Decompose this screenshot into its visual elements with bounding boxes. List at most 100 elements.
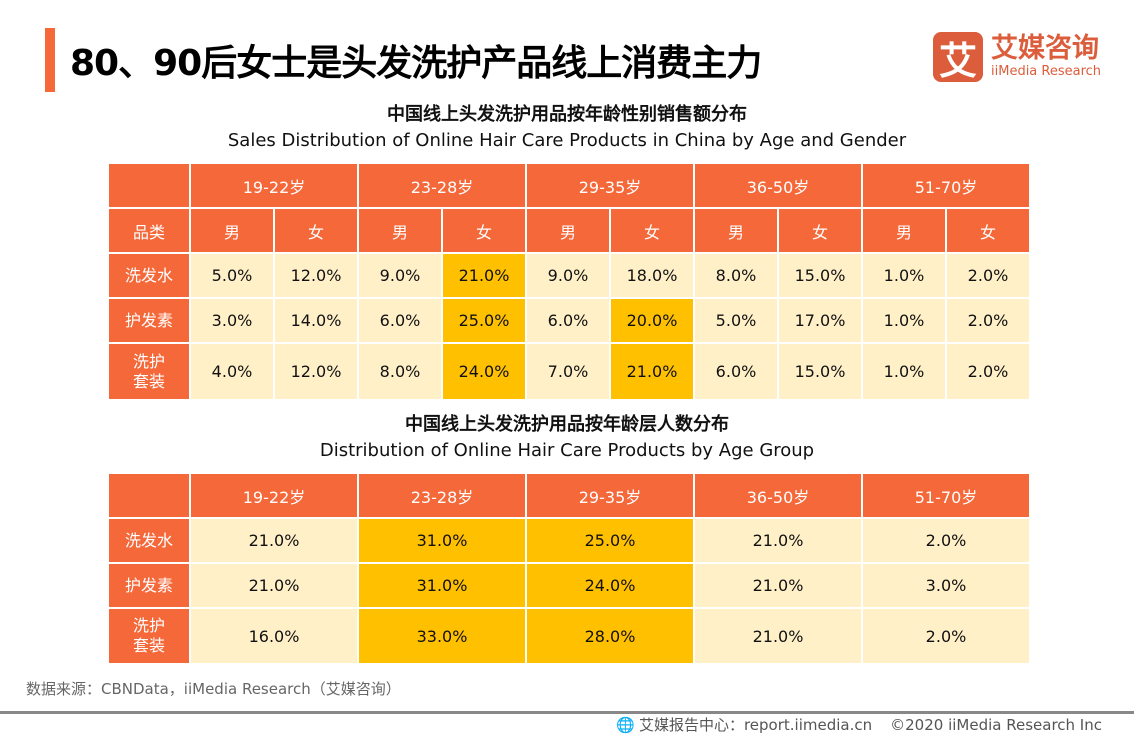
value-cell: 3.0% bbox=[189, 297, 275, 344]
table-row: 洗护 套装 16.0% 33.0% 28.0% 21.0% 2.0% bbox=[107, 607, 1031, 665]
value-cell: 16.0% bbox=[189, 607, 359, 665]
row-label: 洗护 套装 bbox=[107, 607, 191, 665]
logo-mark: 艾 bbox=[933, 32, 983, 83]
age-group-header: 19-22岁 bbox=[189, 472, 359, 519]
value-cell: 25.0% bbox=[441, 297, 527, 344]
value-cell: 2.0% bbox=[945, 342, 1031, 401]
value-cell: 6.0% bbox=[693, 342, 779, 401]
logo-cn: 艾媒咨询 bbox=[991, 33, 1099, 64]
table-row: 洗发水 21.0% 31.0% 25.0% 21.0% 2.0% bbox=[107, 517, 1031, 564]
value-cell: 8.0% bbox=[357, 342, 443, 401]
value-cell: 2.0% bbox=[861, 607, 1031, 665]
table-row: 护发素 3.0% 14.0% 6.0% 25.0% 6.0% 20.0% 5.0% 17.0% 1… bbox=[107, 297, 1031, 344]
value-cell: 12.0% bbox=[273, 342, 359, 401]
value-cell: 1.0% bbox=[861, 342, 947, 401]
value-cell: 5.0% bbox=[693, 297, 779, 344]
value-cell: 24.0% bbox=[441, 342, 527, 401]
gender-header: 男 bbox=[189, 207, 275, 254]
table2-heading: 中国线上头发洗护用品按年龄层人数分布 Distribution of Onlin… bbox=[0, 410, 1134, 461]
page-title: 80、90后女士是头发洗护产品线上消费主力 bbox=[70, 43, 762, 84]
value-cell: 17.0% bbox=[777, 297, 863, 344]
header-corner bbox=[107, 472, 191, 519]
value-cell: 21.0% bbox=[441, 252, 527, 299]
value-cell: 1.0% bbox=[861, 252, 947, 299]
age-header-row: 19-22岁 23-28岁 29-35岁 36-50岁 51-70岁 bbox=[107, 162, 1031, 209]
value-cell: 4.0% bbox=[189, 342, 275, 401]
row-label: 洗发水 bbox=[107, 252, 191, 299]
row-label: 护发素 bbox=[107, 562, 191, 609]
value-cell: 33.0% bbox=[357, 607, 527, 665]
value-cell: 5.0% bbox=[189, 252, 275, 299]
value-cell: 3.0% bbox=[861, 562, 1031, 609]
sales-table: 19-22岁 23-28岁 29-35岁 36-50岁 51-70岁 品类男女男女男女男女… bbox=[107, 162, 1031, 401]
age-group-header: 29-35岁 bbox=[525, 472, 695, 519]
age-group-header: 23-28岁 bbox=[357, 472, 527, 519]
value-cell: 21.0% bbox=[693, 517, 863, 564]
logo: 艾 艾媒咨询 iiMedia Research bbox=[933, 32, 1102, 83]
value-cell: 28.0% bbox=[525, 607, 695, 665]
age-group-header: 19-22岁 bbox=[189, 162, 359, 209]
table1-title-en: Sales Distribution of Online Hair Care P… bbox=[227, 130, 907, 151]
row-label: 洗发水 bbox=[107, 517, 191, 564]
table-row: 洗护 套装 4.0% 12.0% 8.0% 24.0% 7.0% 21.0% 6.0% 15.0… bbox=[107, 342, 1031, 401]
gender-header: 男 bbox=[693, 207, 779, 254]
gender-header: 女 bbox=[609, 207, 695, 254]
value-cell: 18.0% bbox=[609, 252, 695, 299]
table2-title-cn: 中国线上头发洗护用品按年龄层人数分布 bbox=[405, 414, 729, 435]
value-cell: 15.0% bbox=[777, 252, 863, 299]
value-cell: 2.0% bbox=[861, 517, 1031, 564]
value-cell: 12.0% bbox=[273, 252, 359, 299]
value-cell: 21.0% bbox=[189, 562, 359, 609]
gender-header: 女 bbox=[441, 207, 527, 254]
header-corner bbox=[107, 162, 191, 209]
value-cell: 1.0% bbox=[861, 297, 947, 344]
value-cell: 14.0% bbox=[273, 297, 359, 344]
value-cell: 21.0% bbox=[609, 342, 695, 401]
value-cell: 21.0% bbox=[189, 517, 359, 564]
row-label: 护发素 bbox=[107, 297, 191, 344]
value-cell: 9.0% bbox=[525, 252, 611, 299]
gender-header-row: 品类男女男女男女男女男女 bbox=[107, 207, 1031, 254]
gender-header: 女 bbox=[777, 207, 863, 254]
value-cell: 20.0% bbox=[609, 297, 695, 344]
value-cell: 25.0% bbox=[525, 517, 695, 564]
copyright: ©2020 iiMedia Research Inc bbox=[890, 715, 1102, 734]
age-header-row: 19-22岁 23-28岁 29-35岁 36-50岁 51-70岁 bbox=[107, 472, 1031, 519]
value-cell: 21.0% bbox=[693, 607, 863, 665]
value-cell: 9.0% bbox=[357, 252, 443, 299]
gender-header: 女 bbox=[273, 207, 359, 254]
age-group-header: 29-35岁 bbox=[525, 162, 695, 209]
gender-header: 男 bbox=[861, 207, 947, 254]
row-label: 洗护 套装 bbox=[107, 342, 191, 401]
gender-header: 男 bbox=[525, 207, 611, 254]
value-cell: 6.0% bbox=[525, 297, 611, 344]
age-group-header: 51-70岁 bbox=[861, 472, 1031, 519]
value-cell: 2.0% bbox=[945, 297, 1031, 344]
gender-header: 男 bbox=[357, 207, 443, 254]
age-group-header: 51-70岁 bbox=[861, 162, 1031, 209]
value-cell: 31.0% bbox=[357, 517, 527, 564]
table-row: 洗发水 5.0% 12.0% 9.0% 21.0% 9.0% 18.0% 8.0% 15.0% 1… bbox=[107, 252, 1031, 299]
globe-icon: 🌐 bbox=[616, 715, 635, 734]
age-group-table: 19-22岁 23-28岁 29-35岁 36-50岁 51-70岁 洗发水 21.0% 31… bbox=[107, 472, 1031, 665]
age-group-header: 36-50岁 bbox=[693, 472, 863, 519]
age-group-header: 36-50岁 bbox=[693, 162, 863, 209]
footer-divider bbox=[0, 711, 1134, 714]
logo-en: iiMedia Research bbox=[991, 64, 1102, 79]
table1-title-cn: 中国线上头发洗护用品按年龄性别销售额分布 bbox=[387, 104, 747, 125]
category-header: 品类 bbox=[107, 207, 191, 254]
data-source: 数据来源：CBNData，iiMedia Research（艾媒咨询） bbox=[26, 680, 401, 698]
value-cell: 6.0% bbox=[357, 297, 443, 344]
report-link[interactable]: 艾媒报告中心：report.iimedia.cn bbox=[638, 716, 873, 734]
table-row: 护发素 21.0% 31.0% 24.0% 21.0% 3.0% bbox=[107, 562, 1031, 609]
gender-header: 女 bbox=[945, 207, 1031, 254]
value-cell: 31.0% bbox=[357, 562, 527, 609]
value-cell: 7.0% bbox=[525, 342, 611, 401]
age-group-header: 23-28岁 bbox=[357, 162, 527, 209]
table1-heading: 中国线上头发洗护用品按年龄性别销售额分布 Sales Distribution … bbox=[0, 100, 1134, 151]
value-cell: 15.0% bbox=[777, 342, 863, 401]
title-accent-bar bbox=[45, 28, 55, 92]
value-cell: 24.0% bbox=[525, 562, 695, 609]
value-cell: 2.0% bbox=[945, 252, 1031, 299]
table2-title-en: Distribution of Online Hair Care Product… bbox=[319, 440, 815, 461]
